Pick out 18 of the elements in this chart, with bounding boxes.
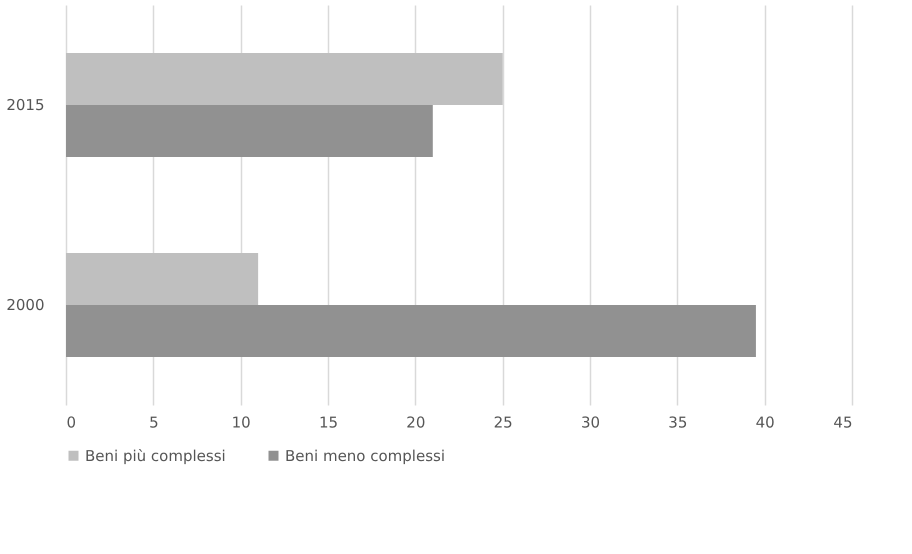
x-tick-label: 20 (406, 414, 426, 432)
y-tick-label: 2015 (6, 96, 44, 114)
x-tick-label: 15 (318, 414, 338, 432)
x-tick-label: 5 (149, 414, 159, 432)
bar (66, 305, 756, 357)
x-tick-label: 40 (756, 414, 775, 432)
x-tick-label: 35 (668, 414, 688, 432)
x-tick-label: 45 (833, 414, 852, 432)
legend-label: Beni meno complessi (285, 446, 446, 465)
legend-label: Beni più complessi (85, 446, 226, 465)
x-tick-label: 30 (580, 414, 600, 432)
x-tick-label: 10 (232, 414, 251, 432)
x-tick-label: 0 (66, 414, 76, 432)
y-tick-label: 2000 (6, 296, 44, 314)
bar (66, 53, 503, 105)
bar (66, 105, 433, 157)
bar (66, 253, 258, 305)
x-tick-label: 25 (494, 414, 513, 432)
